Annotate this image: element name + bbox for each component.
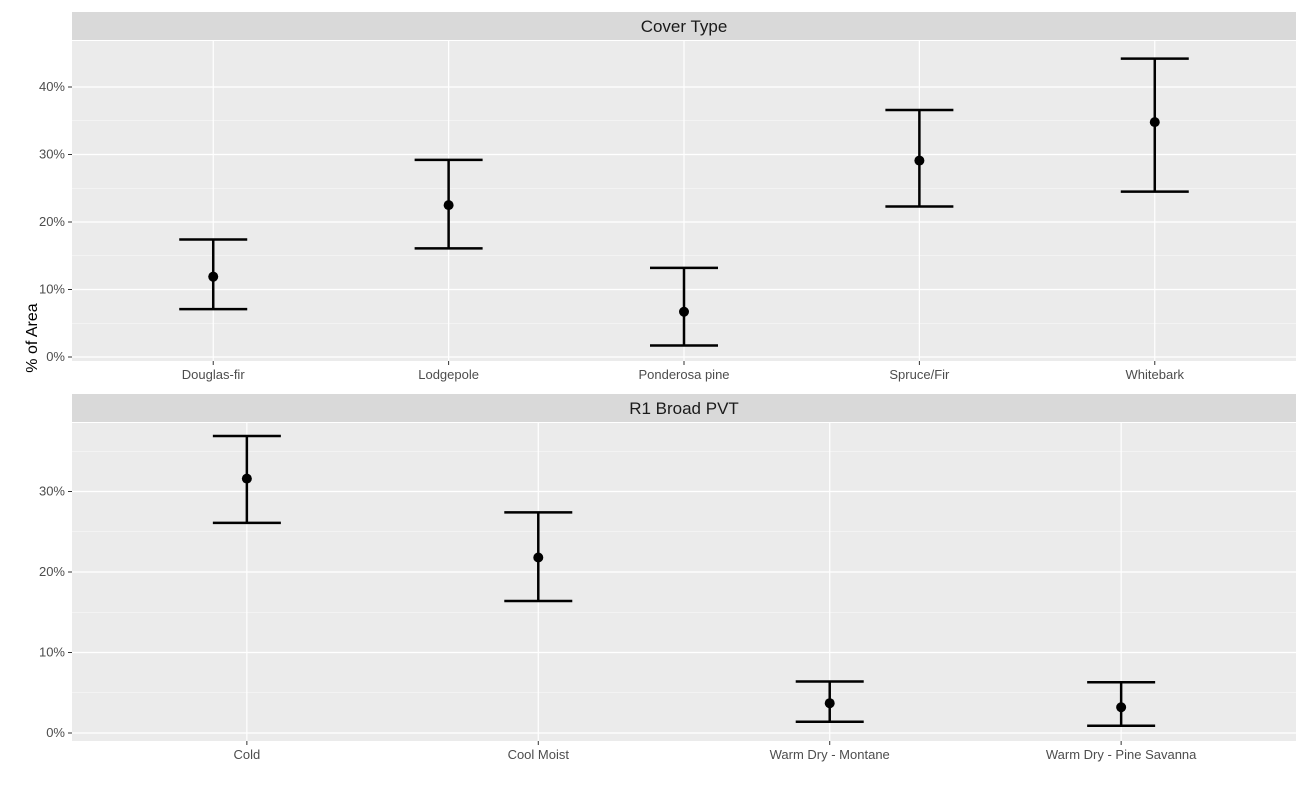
panel-cover-type-point [1149,117,1160,128]
panel-r1-broad-pvt-point [1116,702,1127,713]
panel-r1-broad-pvt-x-tick-label: Warm Dry - Montane [770,747,890,762]
panel-r1-broad-pvt-title: R1 Broad PVT [629,399,739,418]
panel-cover-type-errorbar [650,266,718,347]
panel-r1-broad-pvt-y-tick-label: 30% [39,484,65,499]
y-axis-title: % of Area [24,303,41,372]
panel-r1-broad-pvt: R1 Broad PVT 0% 10% 20% 30% Cold Cool Moist Wa… [39,394,1296,762]
panel-cover-type-title: Cover Type [641,17,728,36]
panel-r1-broad-pvt-plot-area [72,423,1296,741]
panel-r1-broad-pvt-point [533,552,544,563]
panel-cover-type-x-tick-label: Ponderosa pine [638,367,729,382]
panel-r1-broad-pvt-x-tick-label: Cold [233,747,260,762]
panel-cover-type-y-tick-label: 20% [39,214,65,229]
panel-r1-broad-pvt-strip [72,394,1296,422]
panel-cover-type-point [208,271,219,282]
panel-cover-type-x-tick-label: Spruce/Fir [889,367,950,382]
panel-r1-broad-pvt-marks [212,434,1156,728]
panel-cover-type-axes: 0% 10% 20% 30% 40% Douglas-fir Lodgepole Ponder… [39,79,1185,382]
panel-cover-type-x-tick-label: Lodgepole [418,367,479,382]
panel-cover-type-x-tick-label: Whitebark [1126,367,1185,382]
panel-cover-type-x-tick-label: Douglas-fir [182,367,246,382]
panel-r1-broad-pvt-y-tick-label: 20% [39,564,65,579]
panel-cover-type-y-tick-label: 30% [39,147,65,162]
panel-cover-type: Cover Type 0% 10% 20% 30% 40% Douglas-fir Lodg… [39,12,1296,382]
panel-cover-type-point [914,155,925,166]
panel-cover-type-strip [72,12,1296,40]
panel-r1-broad-pvt-y-tick-label: 10% [39,645,65,660]
panel-cover-type-y-tick-label: 0% [46,349,65,364]
panel-cover-type-marks [179,57,1189,347]
panel-cover-type-y-tick-label: 40% [39,79,65,94]
panel-cover-type-point [443,200,454,211]
panel-cover-type-grid [72,41,1296,361]
panel-r1-broad-pvt-grid [72,423,1296,741]
panel-cover-type-y-tick-label: 10% [39,282,65,297]
panel-r1-broad-pvt-point [824,698,835,709]
panel-r1-broad-pvt-x-tick-label: Warm Dry - Pine Savanna [1046,747,1197,762]
panel-r1-broad-pvt-axes: 0% 10% 20% 30% Cold Cool Moist Warm Dry - Mont… [39,484,1197,763]
panel-cover-type-point [679,306,689,317]
panel-r1-broad-pvt-x-tick-label: Cool Moist [508,747,570,762]
panel-r1-broad-pvt-point [241,473,252,484]
panel-r1-broad-pvt-y-tick-label: 0% [46,725,65,740]
